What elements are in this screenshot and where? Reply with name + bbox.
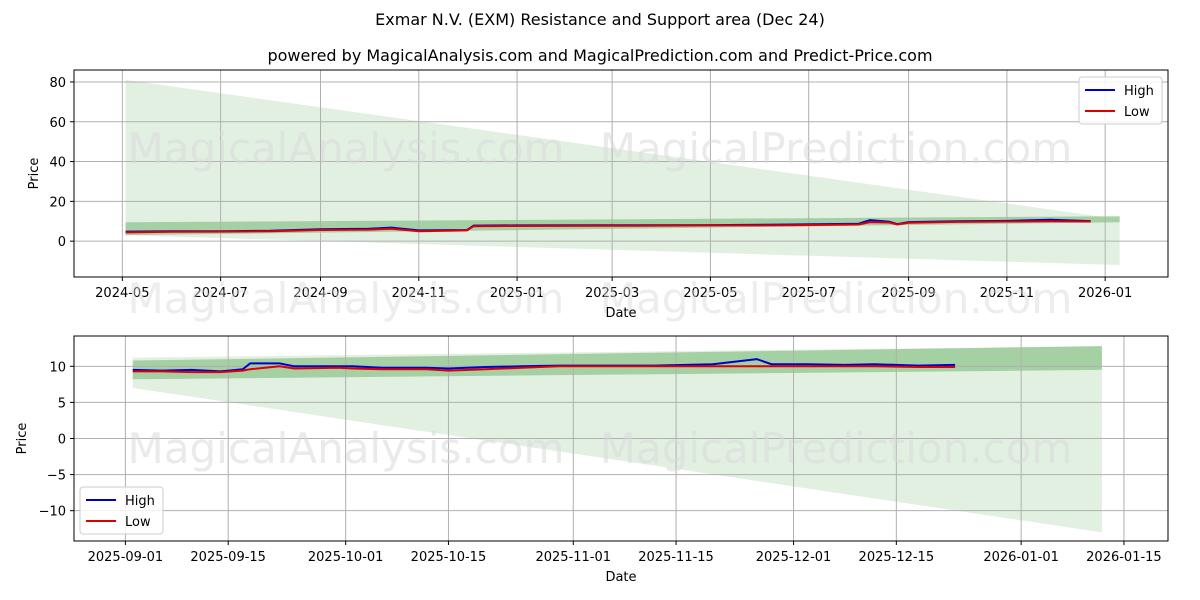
y-tick-label: 0 xyxy=(58,433,66,448)
x-axis-label: Date xyxy=(605,306,636,321)
x-tick-label: 2025-09-15 xyxy=(190,550,266,565)
chart-panel-1: 0 20 40 60 80 2024-05 2024-07 2024-09 2024-11 202… xyxy=(27,69,1169,323)
x-tick-label: 2025-10-15 xyxy=(411,550,487,565)
x-tick-label: 2026-01-15 xyxy=(1086,550,1162,565)
legend: High Low xyxy=(1078,76,1163,125)
x-tick-label: 2025-11-01 xyxy=(535,550,611,565)
x-tick-label: 2025-01 xyxy=(490,286,544,301)
x-tick-label: 2025-05 xyxy=(683,286,737,301)
y-tick-label: 5 xyxy=(58,396,66,411)
legend: High Low xyxy=(79,486,164,535)
x-tick-label: 2026-01 xyxy=(1078,286,1132,301)
x-tick-label: 2025-11 xyxy=(980,286,1034,301)
y-tick-label: 0 xyxy=(58,235,66,250)
x-tick-label: 2024-11 xyxy=(392,286,446,301)
y-tick-label: −5 xyxy=(47,469,66,484)
x-tick-label: 2024-07 xyxy=(193,286,247,301)
series-high xyxy=(132,358,956,373)
y-axis-label: Price xyxy=(15,423,30,455)
x-tick-label: 2025-12-01 xyxy=(756,550,832,565)
y-tick-label: 10 xyxy=(49,360,66,375)
x-tick-label: 2025-09 xyxy=(881,286,935,301)
chart-panel-2: −10 −5 0 5 10 2025-09-01 2025-09-15 2025-10-01 2… xyxy=(15,335,1169,585)
legend-label-low: Low xyxy=(125,515,151,530)
x-tick-label: 2024-09 xyxy=(293,286,347,301)
y-tick-label: 20 xyxy=(49,195,66,210)
legend-label-low: Low xyxy=(1124,105,1150,120)
watermark: MagicalAnalysis.com xyxy=(128,124,565,173)
watermark: MagicalPrediction.com xyxy=(600,124,1073,173)
chart-subtitle: powered by MagicalAnalysis.com and Magic… xyxy=(267,46,933,65)
watermark: MagicalAnalysis.com xyxy=(128,424,565,473)
x-tick-label: 2025-03 xyxy=(585,286,639,301)
x-tick-label: 2025-10-01 xyxy=(308,550,384,565)
chart-title: Exmar N.V. (EXM) Resistance and Support … xyxy=(375,10,825,29)
svg-text:MagicalPrediction.com: MagicalPrediction.com xyxy=(600,274,1073,323)
svg-text:MagicalAnalysis.com: MagicalAnalysis.com xyxy=(128,274,565,323)
x-tick-label: 2025-12-15 xyxy=(859,550,935,565)
watermark: MagicalPrediction.com xyxy=(600,424,1073,473)
y-axis-label: Price xyxy=(27,158,42,190)
x-axis-label: Date xyxy=(605,570,636,585)
y-tick-label: 80 xyxy=(49,76,66,91)
legend-label-high: High xyxy=(125,494,155,509)
x-tick-label: 2025-07 xyxy=(782,286,836,301)
band-resistance-support-wide xyxy=(132,346,1102,533)
legend-label-high: High xyxy=(1124,84,1154,99)
y-tick-label: 60 xyxy=(49,116,66,131)
x-tick-label: 2026-01-01 xyxy=(983,550,1059,565)
y-tick-label: 40 xyxy=(49,156,66,171)
x-tick-label: 2025-09-01 xyxy=(88,550,164,565)
y-tick-label: −10 xyxy=(39,505,66,520)
x-tick-label: 2025-11-15 xyxy=(638,550,714,565)
band-resistance-support-narrow xyxy=(132,346,1102,380)
series-low xyxy=(132,365,956,374)
x-tick-label: 2024-05 xyxy=(95,286,149,301)
series-low xyxy=(125,220,1091,234)
